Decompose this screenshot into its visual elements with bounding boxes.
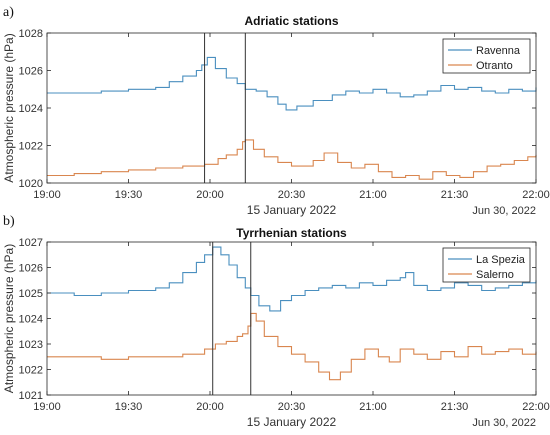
x-tick-label: 19:00 <box>33 189 61 201</box>
legend-box <box>442 38 531 74</box>
legend-label-salerno: Salerno <box>476 269 514 281</box>
chart-title: Tyrrhenian stations <box>236 226 347 240</box>
x-tick-label: 19:00 <box>33 401 61 413</box>
y-tick-label: 1024 <box>19 314 43 326</box>
legend-label-la-spezia: La Spezia <box>476 254 526 266</box>
y-tick-label: 1020 <box>19 178 43 190</box>
series-line-la-spezia <box>47 246 537 312</box>
x-tick-label: 20:30 <box>278 189 306 201</box>
legend-label-ravenna: Ravenna <box>476 45 521 57</box>
x-axis-label: 15 January 2022 <box>247 415 337 429</box>
adriatic-panel: 19:00 19:30 20:00 20:30 21:00 21:30 22:00 1020 1… <box>2 5 550 217</box>
x-tick-label: 20:00 <box>196 401 224 413</box>
legend-label-otranto: Otranto <box>476 60 513 72</box>
y-tick-label: 1023 <box>19 339 43 351</box>
y-axis-label: Atmospheric pressure (hPa) <box>2 244 16 393</box>
series-line-salerno <box>47 312 537 381</box>
y-tick-label: 1021 <box>19 390 43 402</box>
x-tick-label: 21:30 <box>441 189 469 201</box>
y-tick-label: 1026 <box>19 66 43 78</box>
x-tick-label: 19:30 <box>115 401 143 413</box>
x-tick-label: 21:00 <box>359 189 387 201</box>
x-tick-label: 21:30 <box>441 401 469 413</box>
x-tick-label: 22:00 <box>522 401 550 413</box>
y-tick-label: 1028 <box>19 28 43 40</box>
panel-label: a) <box>3 5 14 20</box>
y-tick-label: 1022 <box>19 365 43 377</box>
legend-box <box>442 247 531 283</box>
series-line-ravenna <box>47 56 537 111</box>
y-tick-label: 1025 <box>19 288 43 300</box>
y-tick-label: 1026 <box>19 263 43 275</box>
tyrrhenian-panel: 19:00 19:30 20:00 20:30 21:00 21:30 22:00 1021 1… <box>2 214 550 429</box>
x-tick-label: 20:30 <box>278 401 306 413</box>
y-tick-label: 1027 <box>19 237 43 249</box>
y-axis-label: Atmospheric pressure (hPa) <box>2 33 16 182</box>
chart-title: Adriatic stations <box>244 14 338 28</box>
panel-label: b) <box>3 214 15 229</box>
x-tick-label: 20:00 <box>196 189 224 201</box>
x-tick-label: 21:00 <box>359 401 387 413</box>
y-tick-label: 1022 <box>19 141 43 153</box>
y-tick-label: 1024 <box>19 103 43 115</box>
corner-date-label: Jun 30, 2022 <box>472 417 536 429</box>
corner-date-label: Jun 30, 2022 <box>472 205 536 217</box>
x-tick-label: 22:00 <box>522 189 550 201</box>
x-tick-label: 19:30 <box>115 189 143 201</box>
x-axis-label: 15 January 2022 <box>247 203 337 217</box>
